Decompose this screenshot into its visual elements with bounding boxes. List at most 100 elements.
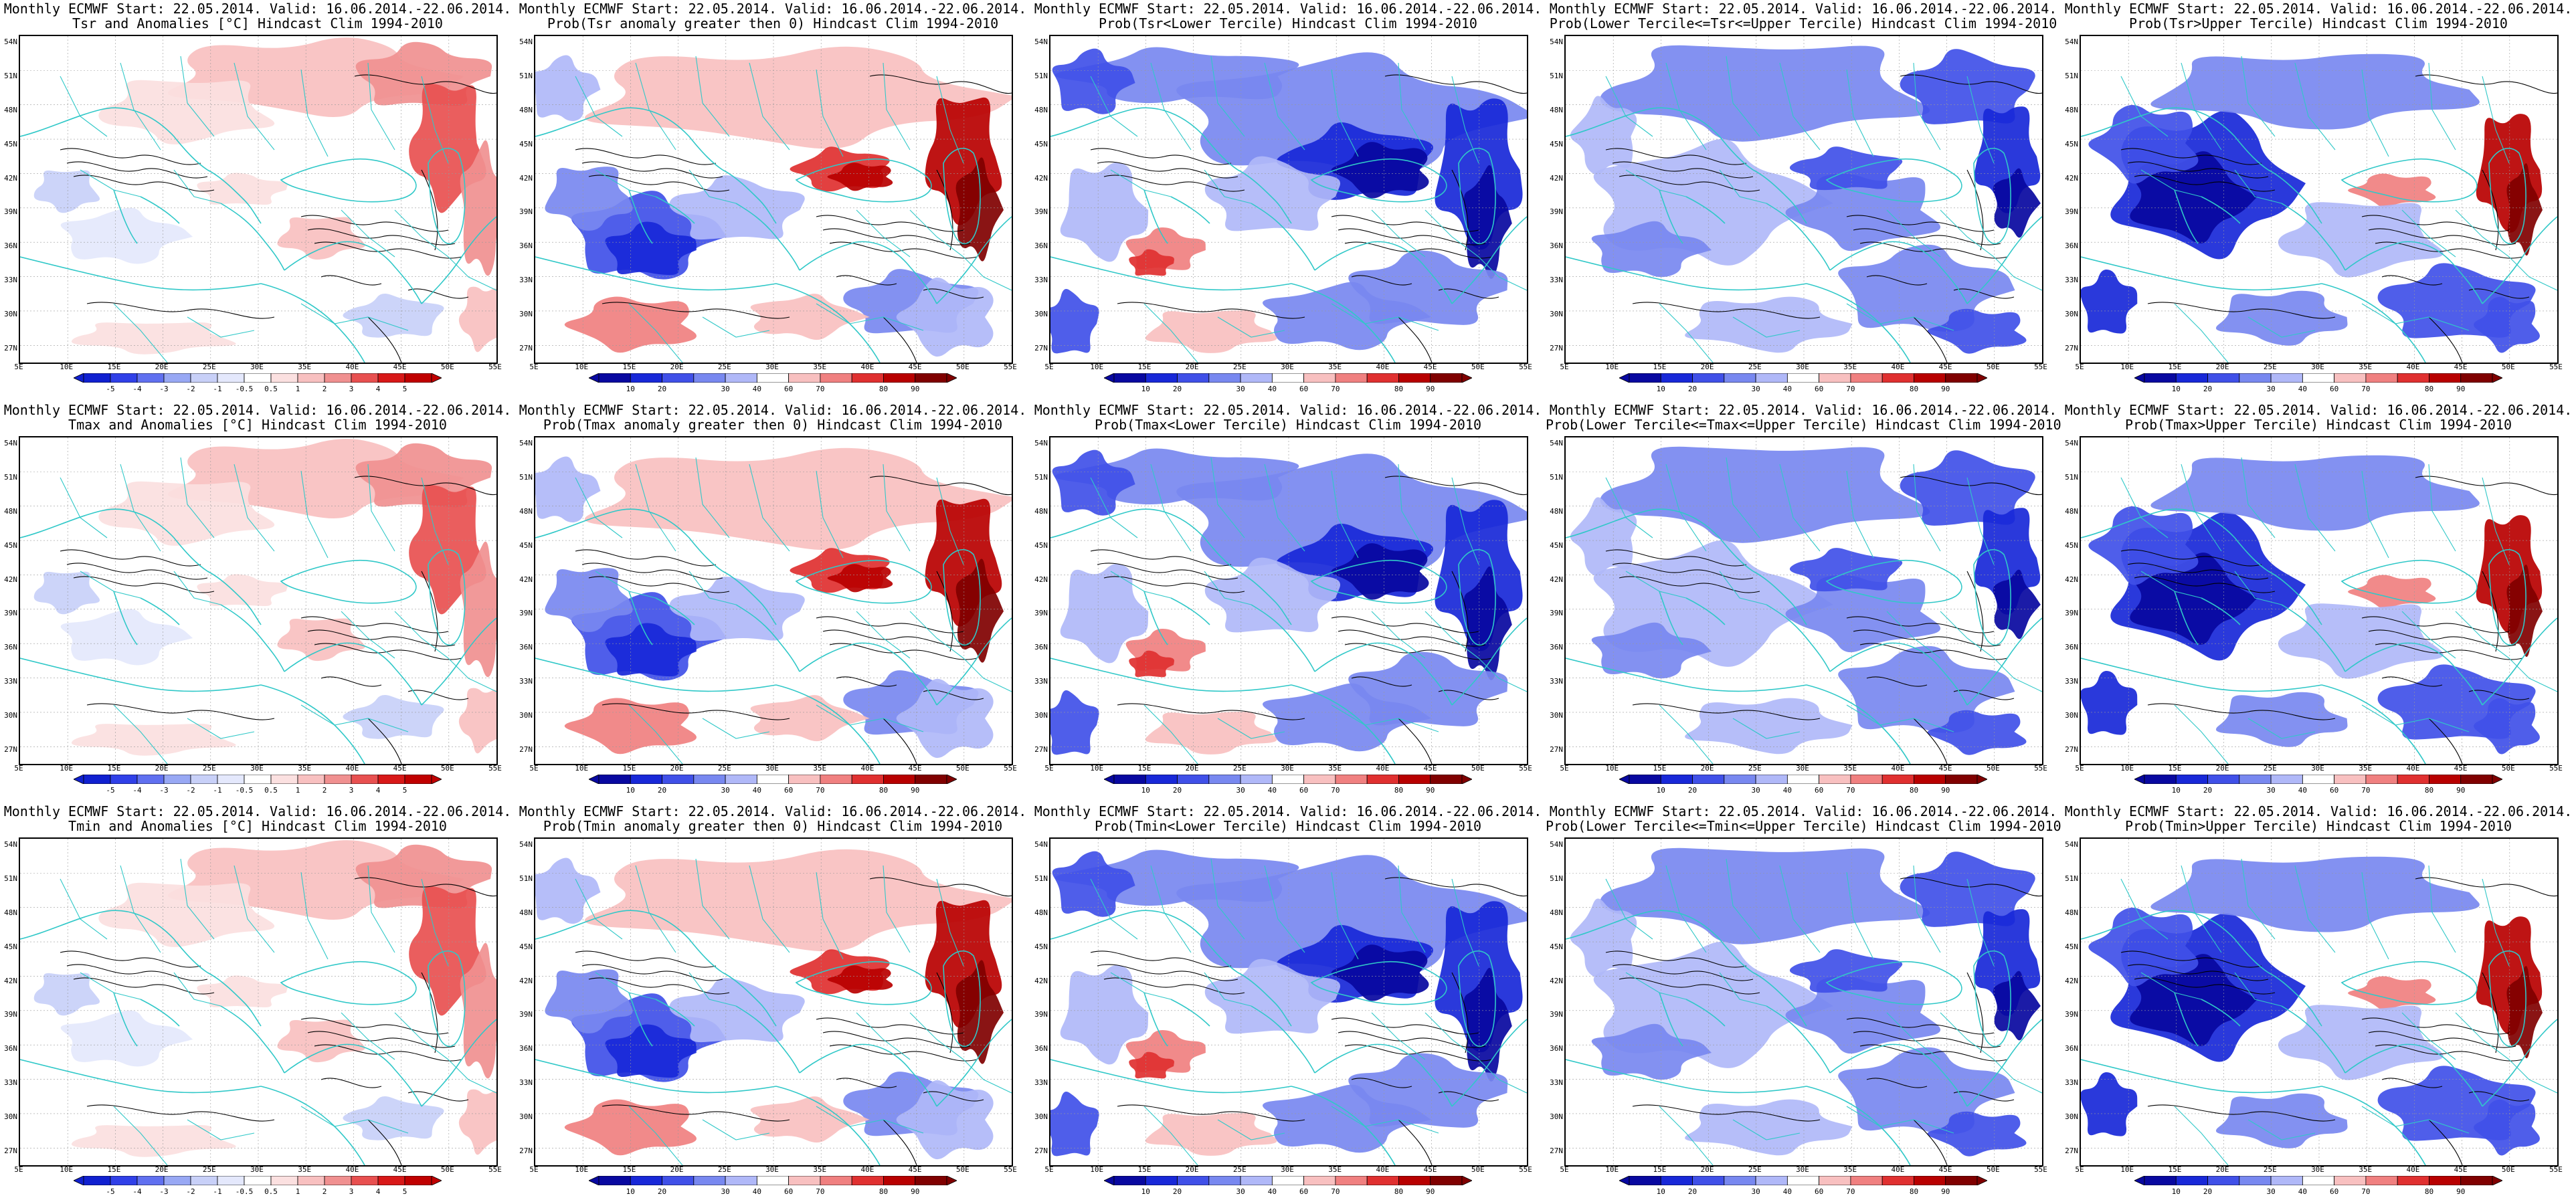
longitude-label: 20E — [1185, 363, 1199, 371]
latitude-label: 33N — [2065, 1078, 2078, 1088]
map-svg — [20, 437, 496, 764]
colorbar — [1104, 1176, 1472, 1185]
latitude-label: 27N — [519, 745, 533, 754]
colorbar-tick-label: 60 — [1299, 385, 1309, 393]
colorbar-bin — [756, 775, 790, 784]
colorbar-tick-label: 90 — [1426, 1187, 1435, 1196]
colorbar-bin — [1208, 373, 1241, 383]
colorbar-tick-label: 70 — [1846, 1187, 1855, 1196]
panel-title-line2: Prob(Tmax>Upper Tercile) Hindcast Clim 1… — [2125, 417, 2512, 433]
panel-title-line2: Prob(Tmax<Lower Tercile) Hindcast Clim 1… — [1095, 417, 1481, 433]
longitude-label: 55E — [2034, 363, 2047, 371]
latitude-label: 30N — [4, 711, 17, 720]
longitude-label: 5E — [529, 363, 539, 371]
longitude-label: 10E — [60, 1165, 74, 1174]
latitude-label: 27N — [2065, 1146, 2078, 1155]
colorbar-tick-label: 30 — [721, 385, 730, 393]
longitude-label: 5E — [1560, 363, 1569, 371]
latitude-label: 36N — [1034, 241, 1048, 251]
map-plot-area — [19, 837, 498, 1167]
colorbar-bin — [2302, 775, 2335, 784]
latitude-label: 30N — [4, 1112, 17, 1122]
colorbar-bin — [2397, 1176, 2429, 1185]
shaded-field — [1050, 47, 1527, 354]
latitude-label: 30N — [2065, 1112, 2078, 1122]
latitude-label: 54N — [2065, 37, 2078, 46]
map-panel-tsr-anomaly: Monthly ECMWF Start: 22.05.2014. Valid: … — [0, 0, 515, 401]
latitude-label: 27N — [519, 344, 533, 353]
panel-title: Monthly ECMWF Start: 22.05.2014. Valid: … — [1030, 804, 1546, 833]
latitude-label: 54N — [1550, 439, 1563, 447]
colorbar-bin — [377, 373, 405, 383]
colorbar-tick-label: 3 — [349, 1187, 354, 1196]
latitude-label: 36N — [4, 643, 17, 652]
colorbar-bin — [1240, 775, 1273, 784]
colorbar-bin — [217, 1176, 245, 1185]
panel-title: Monthly ECMWF Start: 22.05.2014. Valid: … — [2061, 1, 2576, 31]
colorbar-tick-label: 10 — [626, 1187, 635, 1196]
longitude-label: 55E — [488, 1165, 502, 1174]
colorbar-bin — [1177, 373, 1210, 383]
colorbar-bin — [1177, 1176, 1210, 1185]
colorbar-tick-label: 60 — [784, 786, 794, 795]
longitude-label: 25E — [2263, 1165, 2277, 1174]
latitude-label: 45N — [4, 540, 17, 550]
colorbar-bin — [2175, 775, 2208, 784]
colorbar-tick-label: 40 — [752, 786, 761, 795]
coastlines-borders — [1566, 56, 2042, 363]
colorbar-bin — [270, 1176, 298, 1185]
longitude-label: 15E — [1137, 764, 1152, 773]
colorbar-bin — [351, 373, 379, 383]
latitude-label: 36N — [4, 241, 17, 251]
colorbar-bin — [83, 775, 111, 784]
colorbar-tick-label: 60 — [1815, 385, 1824, 393]
latitude-label: 45N — [2065, 540, 2078, 550]
colorbar-tick-label: 70 — [816, 1187, 825, 1196]
longitude-label: 15E — [1137, 363, 1152, 371]
colorbar-bin — [1660, 1176, 1693, 1185]
map-panel-tmax-anomaly: Monthly ECMWF Start: 22.05.2014. Valid: … — [0, 401, 515, 803]
colorbar-bin — [1914, 373, 1946, 383]
shaded-field — [535, 849, 1012, 1160]
longitude-label: 20E — [1700, 363, 1714, 371]
panel-title: Monthly ECMWF Start: 22.05.2014. Valid: … — [0, 403, 515, 432]
latitude-label: 39N — [519, 609, 533, 618]
panel-title: Monthly ECMWF Start: 22.05.2014. Valid: … — [515, 403, 1030, 432]
colorbar — [1104, 373, 1472, 383]
colorbar-bin — [2239, 1176, 2272, 1185]
longitude-label: 5E — [1044, 363, 1054, 371]
panel-title: Monthly ECMWF Start: 22.05.2014. Valid: … — [1546, 403, 2061, 432]
colorbar-bin — [1240, 1176, 1273, 1185]
map-plot-area — [19, 35, 498, 364]
colorbar-tick-label: 4 — [375, 786, 381, 795]
colorbar-tick-label: 60 — [784, 385, 794, 393]
colorbar-bin — [2207, 373, 2240, 383]
shaded-field — [33, 37, 496, 355]
panel-title-line2: Tmax and Anomalies [°C] Hindcast Clim 19… — [68, 417, 447, 433]
latitude-label: 39N — [2065, 1010, 2078, 1019]
latitude-label: 39N — [1034, 207, 1048, 217]
panel-title-line2: Prob(Tmin anomaly greater then 0) Hindca… — [543, 818, 1003, 834]
map-svg — [20, 36, 496, 363]
latitude-label: 48N — [2065, 105, 2078, 114]
longitude-label: 55E — [2549, 764, 2563, 773]
shaded-field — [1570, 446, 2041, 755]
latitude-label: 39N — [1550, 207, 1563, 217]
latitude-label: 30N — [4, 310, 17, 319]
colorbar-bin — [2334, 1176, 2367, 1185]
latitude-label: 54N — [519, 840, 533, 849]
longitude-label: 10E — [1090, 363, 1104, 371]
colorbar-bin — [136, 373, 165, 383]
panel-title-line1: Monthly ECMWF Start: 22.05.2014. Valid: … — [1034, 402, 1542, 418]
colorbar-tick-label: 30 — [1751, 786, 1760, 795]
isotherm-contours — [2120, 877, 2557, 1165]
isotherm-contours — [1605, 74, 2042, 363]
longitude-label: 20E — [155, 764, 169, 773]
longitude-label: 20E — [2215, 764, 2229, 773]
latitude-label: 51N — [4, 71, 17, 80]
colorbar-bin — [2429, 373, 2462, 383]
latitude-label: 27N — [4, 1146, 17, 1155]
colorbar-tick-label: 10 — [2171, 786, 2181, 795]
colorbar-bin — [725, 373, 757, 383]
latitude-label: 33N — [1034, 677, 1048, 686]
